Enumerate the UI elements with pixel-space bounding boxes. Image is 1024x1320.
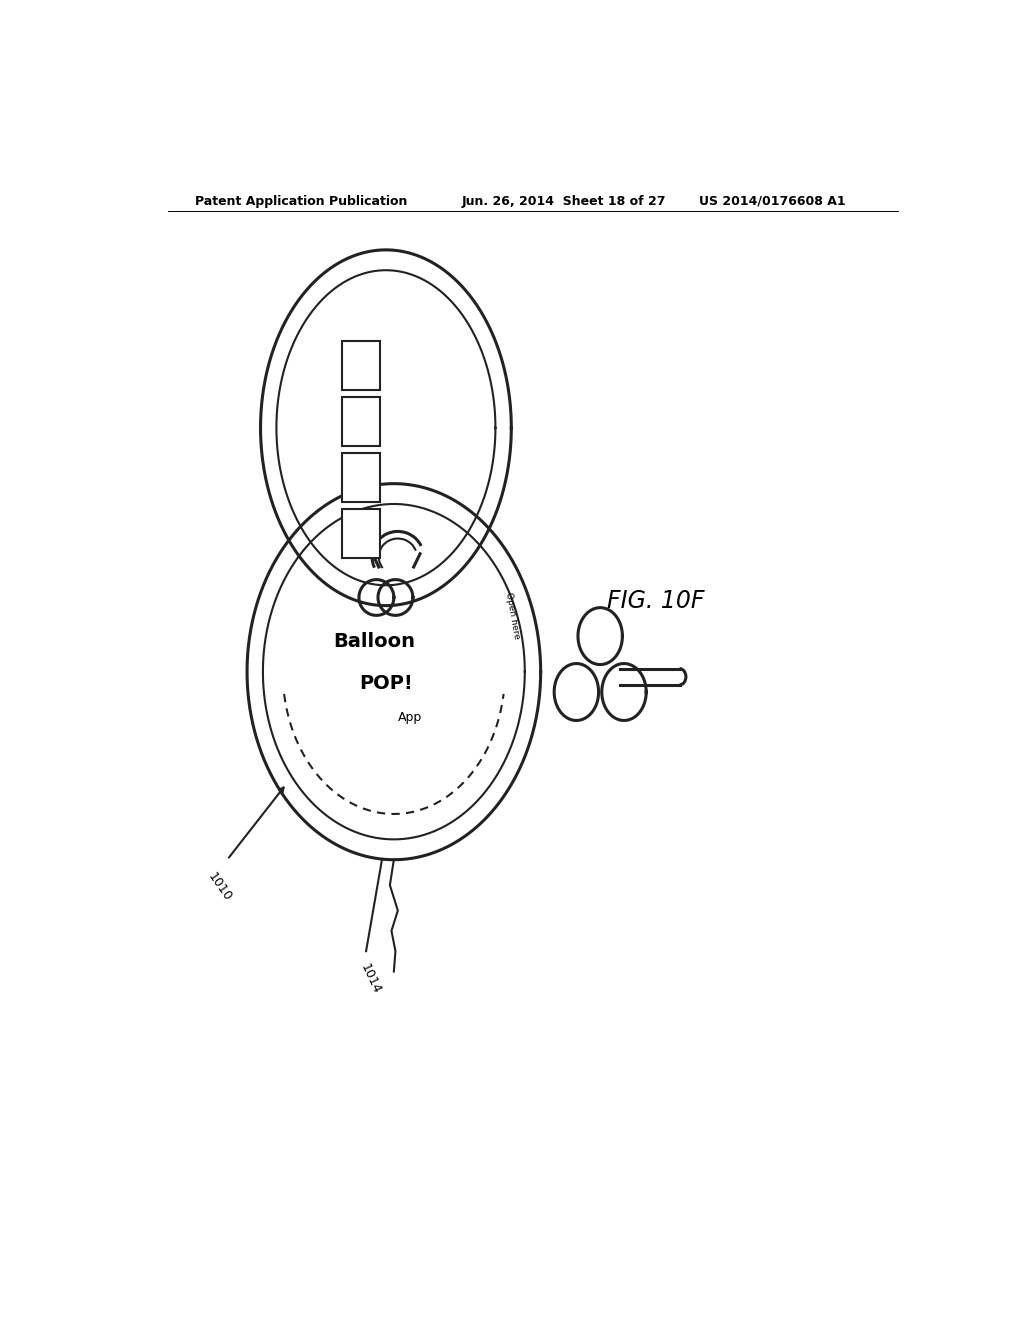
Text: App: App <box>397 711 422 723</box>
Text: Balloon: Balloon <box>333 632 415 651</box>
Bar <box>342 342 380 391</box>
Text: 1014: 1014 <box>357 961 383 995</box>
Text: 1010: 1010 <box>205 870 233 903</box>
Bar <box>342 453 380 502</box>
Text: US 2014/0176608 A1: US 2014/0176608 A1 <box>699 194 846 207</box>
Text: Open here: Open here <box>505 591 521 640</box>
Text: FIG. 10F: FIG. 10F <box>607 589 705 612</box>
Bar <box>342 510 380 558</box>
Text: Patent Application Publication: Patent Application Publication <box>196 194 408 207</box>
Text: POP!: POP! <box>359 675 413 693</box>
Bar <box>342 397 380 446</box>
Text: Jun. 26, 2014  Sheet 18 of 27: Jun. 26, 2014 Sheet 18 of 27 <box>461 194 666 207</box>
